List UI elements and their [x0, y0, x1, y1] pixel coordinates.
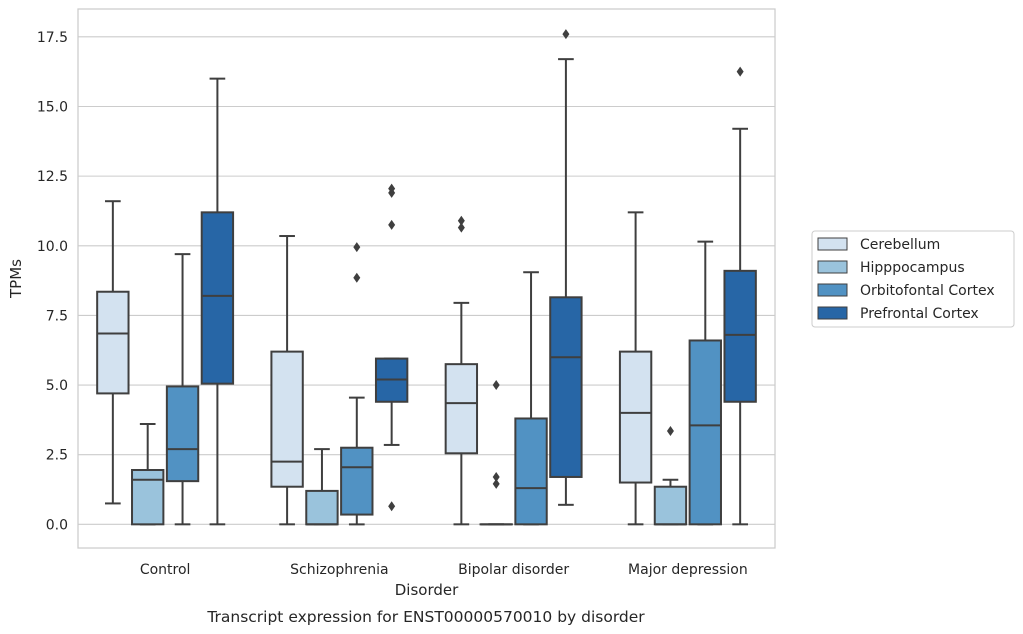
- legend: Cerebellum Hipppocampus Orbitofontal Corte…: [811, 230, 1015, 328]
- outlier-point: [388, 501, 396, 512]
- legend-swatch: [817, 283, 848, 297]
- box-cerebellum-bipolar-disorder: [444, 215, 479, 526]
- legend-swatch: [817, 306, 848, 320]
- box-prefrontal-cortex-control: [200, 77, 235, 526]
- box-body: [305, 489, 339, 526]
- legend-label: Hipppocampus: [860, 260, 965, 276]
- box-hipppocampus-schizophrenia: [305, 448, 339, 526]
- legend-swatch: [817, 237, 848, 251]
- x-tick-label: Major depression: [628, 562, 748, 578]
- legend-label: Orbitofontal Cortex: [860, 283, 995, 299]
- outlier-point: [457, 222, 465, 233]
- outlier-point: [353, 272, 361, 283]
- y-tick-label: 7.5: [46, 308, 68, 324]
- box-body: [200, 211, 235, 385]
- y-tick-label: 10.0: [37, 239, 68, 255]
- box-body: [723, 269, 757, 403]
- outlier-point: [562, 29, 570, 40]
- box-body: [165, 385, 200, 483]
- box-hipppocampus-bipolar-disorder: [479, 380, 513, 526]
- outlier-point: [388, 183, 396, 194]
- outlier-point: [492, 471, 500, 482]
- x-tick-label: Schizophrenia: [290, 562, 388, 578]
- box-cerebellum-schizophrenia: [270, 235, 304, 526]
- box-orbitofontal-cortex-schizophrenia: [340, 242, 374, 526]
- y-tick-label: 17.5: [37, 30, 68, 46]
- y-tick-label: 0.0: [46, 517, 68, 533]
- box-body: [653, 485, 688, 526]
- x-axis-ticks: Control Schizophrenia Bipolar disorder Majo…: [140, 562, 748, 578]
- box-body: [270, 350, 304, 488]
- y-tick-label: 2.5: [46, 448, 68, 464]
- box-body: [549, 296, 583, 478]
- box-body: [131, 469, 165, 526]
- box-plots: [96, 29, 757, 526]
- chart-caption: Transcript expression for ENST0000057001…: [206, 608, 645, 626]
- y-tick-label: 15.0: [37, 99, 68, 115]
- box-body: [96, 290, 130, 395]
- box-prefrontal-cortex-major-depression: [723, 66, 757, 526]
- y-axis-label: TPMs: [7, 259, 25, 299]
- box-body: [340, 446, 374, 516]
- y-tick-label: 5.0: [46, 378, 68, 394]
- box-cerebellum-control: [96, 200, 130, 505]
- box-orbitofontal-cortex-major-depression: [688, 240, 722, 526]
- outlier-point: [457, 215, 465, 226]
- box-body: [514, 417, 548, 526]
- box-orbitofontal-cortex-control: [165, 253, 200, 526]
- box-body: [444, 363, 479, 455]
- box-cerebellum-major-depression: [618, 211, 653, 526]
- outlier-point: [492, 380, 500, 391]
- y-axis-ticks: 0.0 2.5 5.0 7.5 10.0 12.5 15.0 17.5: [37, 30, 68, 533]
- legend-label: Prefrontal Cortex: [860, 306, 979, 322]
- plot-area-frame: [77, 8, 776, 549]
- box-orbitofontal-cortex-bipolar-disorder: [514, 271, 548, 526]
- box-prefrontal-cortex-schizophrenia: [374, 183, 409, 512]
- x-tick-label: Bipolar disorder: [458, 562, 569, 578]
- y-tick-label: 12.5: [37, 169, 68, 185]
- legend-swatch: [817, 260, 848, 274]
- outlier-point: [353, 242, 361, 253]
- outlier-point: [736, 66, 744, 77]
- box-prefrontal-cortex-bipolar-disorder: [549, 29, 583, 506]
- x-tick-label: Control: [140, 562, 191, 578]
- box-body: [688, 339, 722, 526]
- legend-frame: [811, 230, 1015, 328]
- legend-label: Cerebellum: [860, 237, 940, 253]
- box-body: [618, 350, 653, 484]
- box-hipppocampus-major-depression: [653, 426, 688, 526]
- x-axis-label: Disorder: [395, 581, 459, 599]
- outlier-point: [492, 478, 500, 489]
- outlier-point: [666, 426, 674, 437]
- box-hipppocampus-control: [131, 423, 165, 526]
- outlier-point: [388, 219, 396, 230]
